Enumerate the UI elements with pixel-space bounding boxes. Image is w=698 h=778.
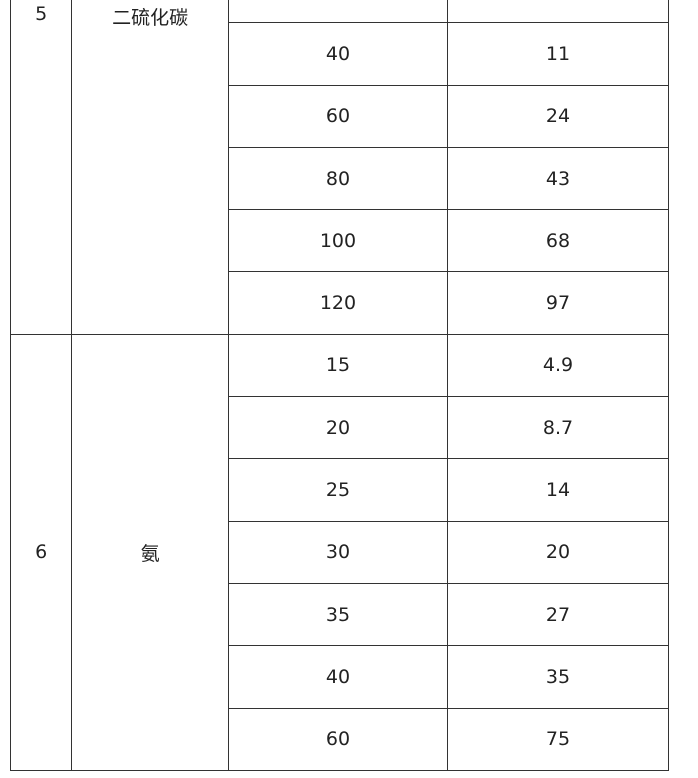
table-row: 100 68 xyxy=(11,209,670,273)
value-cell: 43 xyxy=(446,146,670,211)
temperature-cell: 60 xyxy=(227,707,448,771)
temperature-cell xyxy=(227,0,448,24)
substance-name: 氨 xyxy=(71,333,229,771)
temperature-cell: 25 xyxy=(227,458,448,522)
group-number: 6 xyxy=(9,333,73,771)
table-row: 30 20 xyxy=(11,520,670,584)
value-cell: 8.7 xyxy=(446,396,670,460)
temperature-cell: 35 xyxy=(227,582,448,647)
temperature-cell: 20 xyxy=(227,396,448,460)
value-cell xyxy=(446,0,670,24)
table-row: 60 75 xyxy=(11,707,670,771)
table-row: 5 二硫化碳 xyxy=(9,0,670,335)
table-row: 120 97 xyxy=(11,271,670,335)
table-row: 60 24 xyxy=(11,84,670,148)
temperature-cell: 15 xyxy=(227,333,448,398)
temperature-cell: 100 xyxy=(227,209,448,273)
temperature-cell: 40 xyxy=(227,22,448,86)
group-number: 5 xyxy=(9,0,73,335)
temperature-cell: 60 xyxy=(227,84,448,148)
value-cell: 24 xyxy=(446,84,670,148)
substance-name: 二硫化碳 xyxy=(71,0,229,335)
temperature-cell: 30 xyxy=(227,520,448,584)
value-cell: 11 xyxy=(446,22,670,86)
temperature-cell: 120 xyxy=(227,271,448,335)
value-cell: 35 xyxy=(446,645,670,709)
table-row: 40 35 xyxy=(11,645,670,709)
value-cell: 27 xyxy=(446,582,670,647)
value-cell: 20 xyxy=(446,520,670,584)
table-row: 6 氨 15 4.9 xyxy=(9,333,670,771)
value-cell: 68 xyxy=(446,209,670,273)
table-row: 35 27 xyxy=(11,582,670,647)
value-cell: 75 xyxy=(446,707,670,771)
value-cell: 97 xyxy=(446,271,670,335)
value-cell: 4.9 xyxy=(446,333,670,398)
table-row: 25 14 xyxy=(11,458,670,522)
temperature-cell: 40 xyxy=(227,645,448,709)
table-row: 20 8.7 xyxy=(11,396,670,460)
table-row: 80 43 xyxy=(11,146,670,211)
data-table: 5 二硫化碳 40 11 60 24 80 43 100 68 120 97 6 氨 15 4.9 20 8.7 2… xyxy=(9,0,670,771)
value-cell: 14 xyxy=(446,458,670,522)
table-row: 40 11 xyxy=(11,22,670,86)
temperature-cell: 80 xyxy=(227,146,448,211)
